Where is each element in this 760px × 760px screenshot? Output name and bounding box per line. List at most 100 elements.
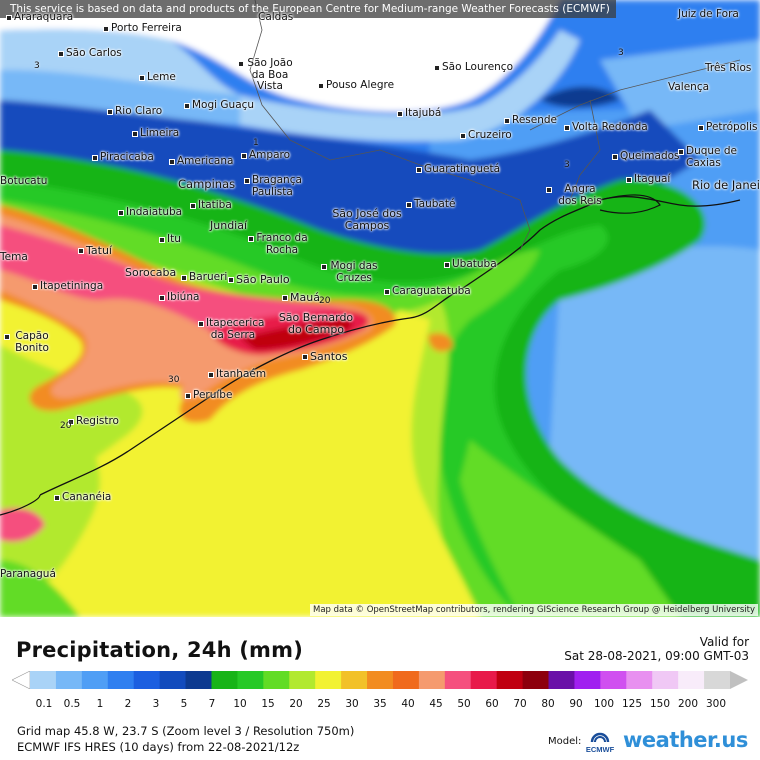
isoline-label: 30 — [168, 375, 180, 385]
city-label: São João da Boa Vista — [238, 57, 293, 93]
scale-tick-label: 200 — [677, 698, 699, 710]
scale-tick-label: 2 — [124, 698, 132, 710]
city-label: São Bernardo do Campo — [278, 311, 354, 337]
city-label: Capão Bonito — [4, 330, 52, 354]
city-label: Leme — [139, 71, 176, 83]
city-label: Itanhaém — [207, 368, 267, 380]
precipitation-map[interactable]: This service is based on data and produc… — [0, 0, 760, 617]
city-label: Valença — [668, 81, 710, 93]
city-label: Porto Ferreira — [103, 22, 182, 34]
scale-swatch — [600, 671, 627, 689]
city-label: Guaratinguetá — [416, 163, 500, 175]
scale-tick-label: 20 — [289, 698, 303, 710]
city-label: São Carlos — [58, 47, 122, 59]
valid-time: Sat 28-08-2021, 09:00 GMT-03 — [564, 649, 749, 663]
scale-swatch — [185, 671, 212, 689]
city-label: Ibiúna — [158, 291, 200, 303]
scale-swatch — [496, 671, 524, 689]
city-label: Itatiba — [190, 199, 232, 211]
city-label: Queimados — [612, 150, 680, 162]
scale-swatch — [704, 671, 731, 689]
city-label: Petrópolis — [697, 121, 758, 133]
scale-tick-label: 80 — [541, 698, 555, 710]
city-label: Itaguaí — [625, 173, 671, 185]
city-label: Limeira — [131, 127, 180, 139]
scale-tick-label: 25 — [317, 698, 331, 710]
scale-tick-label: 15 — [261, 698, 275, 710]
city-label: Rio de Janeiro — [692, 178, 760, 192]
valid-for-label: Valid for — [699, 635, 749, 649]
city-label: São Paulo — [228, 273, 290, 286]
city-label: Piracicaba — [92, 151, 154, 163]
city-label: Santos — [301, 350, 348, 363]
city-label: Caldas — [258, 11, 294, 23]
isoline-label: 3 — [34, 61, 40, 71]
city-label: Itapetininga — [31, 280, 104, 292]
scale-tick-label: 40 — [401, 698, 415, 710]
city-label: Taubaté — [405, 198, 456, 210]
city-label: Barueri — [180, 271, 228, 283]
weather-us-logo[interactable]: weather.us — [623, 728, 748, 752]
city-label: Paranaguá — [0, 568, 56, 580]
scale-tick-label: 35 — [373, 698, 387, 710]
scale-swatch — [315, 671, 342, 689]
ecmwf-notice: This service is based on data and produc… — [0, 0, 616, 18]
scale-tick-label: 50 — [457, 698, 471, 710]
scale-tick-label: 3 — [152, 698, 160, 710]
city-label: Tema — [0, 251, 28, 263]
scale-swatch — [81, 671, 109, 689]
city-label: Amparo — [240, 149, 291, 161]
scale-swatch — [392, 671, 420, 689]
scale-swatch — [626, 671, 653, 689]
isoline-label: 20 — [60, 421, 72, 431]
city-label: Itajubá — [396, 107, 442, 119]
city-label: São José dos Campos — [332, 207, 402, 233]
grid-info: Grid map 45.8 W, 23.7 S (Zoom level 3 / … — [17, 724, 355, 738]
city-label: Peruíbe — [184, 389, 233, 401]
scale-swatch — [133, 671, 161, 689]
scale-tick-label: 45 — [429, 698, 443, 710]
city-label: Angra dos Reis — [546, 183, 606, 207]
scale-swatch — [418, 671, 446, 689]
city-label: Caraguatatuba — [384, 285, 471, 297]
city-label: Botucatu — [0, 175, 48, 187]
legend-title: Precipitation, 24h (mm) — [16, 638, 304, 662]
city-label: Tatuí — [78, 244, 112, 257]
city-label: Mogi das Cruzes — [321, 260, 378, 284]
scale-swatch — [289, 671, 316, 689]
scale-swatch — [548, 671, 575, 689]
scale-swatch — [574, 671, 601, 689]
ecmwf-logo: ECMWF — [586, 732, 615, 754]
city-label: Volta Redonda — [564, 121, 648, 133]
isoline-label: 3 — [618, 48, 624, 58]
ecmwf-logo-text: ECMWF — [586, 745, 615, 754]
city-label: Franco da Rocha — [248, 232, 308, 256]
city-label: Itapecerica da Serra — [198, 317, 265, 341]
scale-tick-label: 60 — [485, 698, 499, 710]
map-credit: Map data © OpenStreetMap contributors, r… — [310, 604, 758, 616]
city-label: Jundiaí — [210, 219, 248, 232]
scale-swatch — [30, 671, 57, 689]
city-label: Pouso Alegre — [317, 79, 395, 91]
model-info: ECMWF IFS HRES (10 days) from 22-08-2021… — [17, 740, 300, 754]
scale-tick-label: 5 — [180, 698, 188, 710]
scale-tick-label: 150 — [649, 698, 671, 710]
city-label: Mauá — [282, 291, 320, 304]
city-label: Três Rios — [705, 62, 752, 74]
isoline-label: 3 — [564, 160, 570, 170]
scale-swatch — [444, 671, 472, 689]
city-label: Sorocaba — [125, 266, 177, 279]
scale-swatch — [470, 671, 498, 689]
city-label: Mogi Guaçu — [183, 99, 255, 111]
city-label: Campinas — [178, 177, 236, 191]
scale-arrow-low — [12, 671, 31, 689]
scale-swatch — [237, 671, 264, 689]
city-label: Registro — [68, 415, 119, 427]
scale-swatch — [367, 671, 394, 689]
scale-tick-label: 0.1 — [35, 698, 53, 710]
city-label: Resende — [504, 114, 557, 126]
city-label: Indaiatuba — [117, 206, 183, 218]
scale-swatch — [55, 671, 83, 689]
scale-swatch — [678, 671, 705, 689]
scale-arrow-high — [730, 671, 748, 689]
